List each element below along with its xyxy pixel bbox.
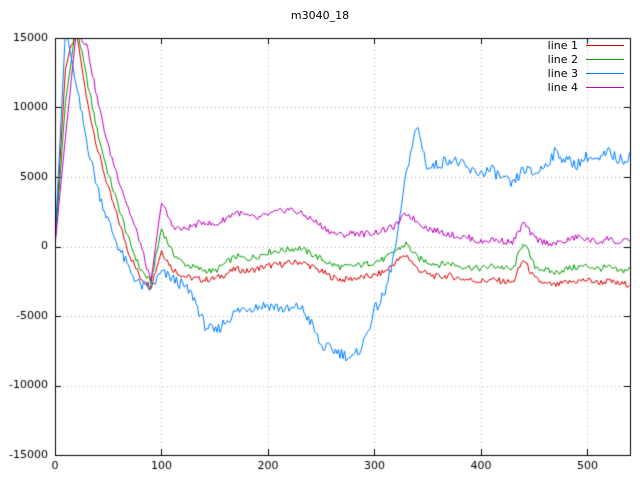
chart-title: m3040_18 [290, 9, 350, 22]
legend-label-line1: line 1 [547, 39, 578, 52]
legend-entry-line4: line 4 [548, 82, 624, 93]
legend-label-line4: line 4 [547, 81, 578, 94]
legend-line-sample-icon [586, 73, 624, 74]
legend-label-line3: line 3 [547, 67, 578, 80]
legend-label-line2: line 2 [547, 53, 578, 66]
legend-line-sample-icon [586, 59, 624, 60]
legend-entry-line1: line 1 [548, 40, 624, 51]
legend: line 1 line 2 line 3 line 4 [548, 40, 624, 93]
legend-line-sample-icon [586, 87, 624, 88]
legend-entry-line2: line 2 [548, 54, 624, 65]
legend-entry-line3: line 3 [548, 68, 624, 79]
legend-line-sample-icon [586, 45, 624, 46]
